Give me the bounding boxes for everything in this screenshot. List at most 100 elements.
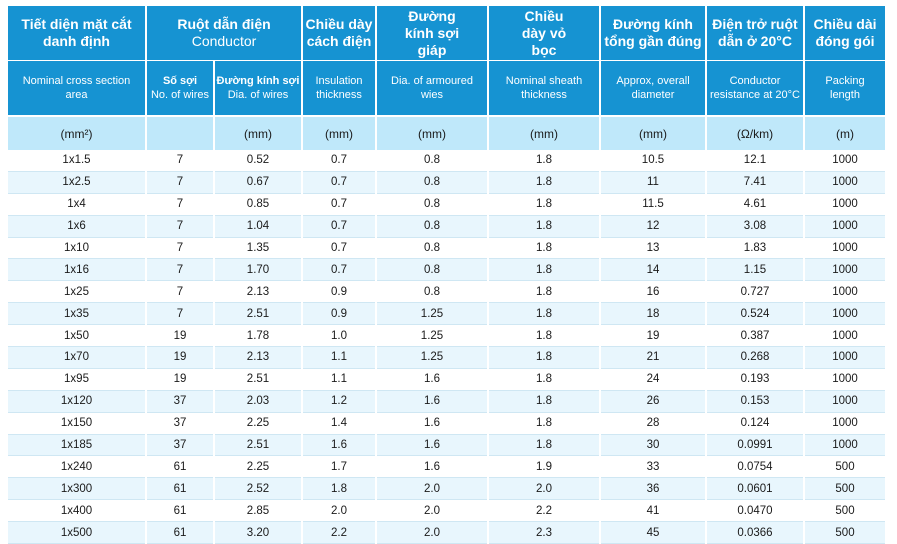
table-cell: 12.1 xyxy=(707,150,803,172)
table-cell: 0.0754 xyxy=(707,456,803,479)
table-cell: 1.2 xyxy=(303,390,375,413)
table-cell: 1.8 xyxy=(489,215,599,238)
header-overall-vi: Đường kính tổng gần đúng xyxy=(601,6,705,61)
header-sheath-en: Nominal sheath thickness xyxy=(489,61,599,117)
table-cell: 7.41 xyxy=(707,171,803,194)
table-cell: 1x6 xyxy=(8,215,145,238)
table-cell: 61 xyxy=(147,522,213,544)
table-cell: 36 xyxy=(601,478,705,501)
table-cell: 1.6 xyxy=(377,456,487,479)
table-cell: 3.08 xyxy=(707,215,803,238)
cable-spec-table: Tiết diện mặt cắt danh định Ruột dẫn điệ… xyxy=(6,6,887,544)
table-cell: 1.8 xyxy=(489,303,599,326)
table-cell: 1.0 xyxy=(303,325,375,348)
unit-cell: (m) xyxy=(805,117,885,150)
table-cell: 0.387 xyxy=(707,325,803,348)
table-cell: 16 xyxy=(601,281,705,304)
table-cell: 1.25 xyxy=(377,347,487,369)
table-cell: 0.8 xyxy=(377,171,487,194)
table-cell: 0.8 xyxy=(377,237,487,260)
header-wires: Số sợi No. of wires xyxy=(147,61,213,117)
unit-cell: (mm) xyxy=(489,117,599,150)
table-cell: 0.7 xyxy=(303,259,375,282)
table-cell: 2.25 xyxy=(215,412,301,435)
header-dia-wire-vi: Đường kính sợi xyxy=(216,75,300,87)
table-cell: 1.6 xyxy=(377,412,487,435)
table-cell: 19 xyxy=(147,347,213,369)
header-insulation-en: Insulation thickness xyxy=(303,61,375,117)
table-cell: 11 xyxy=(601,171,705,194)
table-cell: 19 xyxy=(147,325,213,348)
table-cell: 3.20 xyxy=(215,522,301,544)
header-packing-vi: Chiều dài đóng gói xyxy=(805,6,885,61)
table-cell: 1000 xyxy=(805,215,885,238)
table-cell: 1x240 xyxy=(8,456,145,479)
table-cell: 0.268 xyxy=(707,347,803,369)
table-cell: 500 xyxy=(805,456,885,479)
table-cell: 1.78 xyxy=(215,325,301,348)
table-row: 1x2.5 7 0.67 0.7 0.8 1.8 11 7.41 1000 xyxy=(8,171,885,194)
table-cell: 500 xyxy=(805,522,885,544)
header-insulation-vi: Chiều dày cách điện xyxy=(303,6,375,61)
table-cell: 1.70 xyxy=(215,259,301,282)
table-cell: 2.0 xyxy=(489,478,599,501)
table-cell: 28 xyxy=(601,412,705,435)
table-cell: 1.4 xyxy=(303,412,375,435)
table-cell: 0.8 xyxy=(377,150,487,172)
table-cell: 2.2 xyxy=(303,522,375,544)
table-cell: 0.9 xyxy=(303,281,375,304)
unit-cell: (Ω/km) xyxy=(707,117,803,150)
table-cell: 1.6 xyxy=(303,434,375,457)
unit-cell: (mm²) xyxy=(8,117,145,150)
table-cell: 500 xyxy=(805,478,885,501)
table-row: 1x240 61 2.25 1.7 1.6 1.9 33 0.0754 500 xyxy=(8,456,885,479)
table-cell: 2.0 xyxy=(377,478,487,501)
table-cell: 2.13 xyxy=(215,281,301,304)
header-wires-en: No. of wires xyxy=(150,89,210,101)
table-row: 1x6 7 1.04 0.7 0.8 1.8 12 3.08 1000 xyxy=(8,215,885,238)
table-row: 1x16 7 1.70 0.7 0.8 1.8 14 1.15 1000 xyxy=(8,259,885,282)
unit-cell: (mm) xyxy=(215,117,301,150)
table-row: 1x120 37 2.03 1.2 1.6 1.8 26 0.153 1000 xyxy=(8,390,885,413)
table-cell: 1000 xyxy=(805,434,885,457)
table-cell: 7 xyxy=(147,171,213,194)
table-cell: 1.04 xyxy=(215,215,301,238)
table-cell: 1.6 xyxy=(377,390,487,413)
table-cell: 61 xyxy=(147,456,213,479)
table-cell: 0.8 xyxy=(377,281,487,304)
table-cell: 1x16 xyxy=(8,259,145,282)
table-cell: 1.8 xyxy=(489,281,599,304)
header-wires-vi: Số sợi xyxy=(162,75,198,87)
unit-cell: (mm) xyxy=(601,117,705,150)
table-cell: 61 xyxy=(147,478,213,501)
table-cell: 0.0366 xyxy=(707,522,803,544)
table-cell: 1x2.5 xyxy=(8,171,145,194)
table-cell: 19 xyxy=(601,325,705,348)
table-cell: 21 xyxy=(601,347,705,369)
table-cell: 37 xyxy=(147,434,213,457)
table-cell: 1x1.5 xyxy=(8,150,145,172)
table-cell: 0.524 xyxy=(707,303,803,326)
table-cell: 2.3 xyxy=(489,522,599,544)
header-conductor-en: Conductor xyxy=(191,33,257,49)
table-row: 1x10 7 1.35 0.7 0.8 1.8 13 1.83 1000 xyxy=(8,237,885,260)
table-cell: 1.8 xyxy=(489,171,599,194)
table-cell: 26 xyxy=(601,390,705,413)
table-cell: 18 xyxy=(601,303,705,326)
table-cell: 1.25 xyxy=(377,303,487,326)
table-cell: 1.8 xyxy=(489,150,599,172)
table-cell: 37 xyxy=(147,390,213,413)
table-cell: 2.51 xyxy=(215,368,301,391)
table-cell: 2.0 xyxy=(303,500,375,523)
table-cell: 1x50 xyxy=(8,325,145,348)
header-packing-en: Packing length xyxy=(805,61,885,117)
header-resistance-vi: Điện trở ruột dẫn ở 20°C xyxy=(707,6,803,61)
table-cell: 1.1 xyxy=(303,368,375,391)
table-cell: 7 xyxy=(147,193,213,216)
table-row: 1x150 37 2.25 1.4 1.6 1.8 28 0.124 1000 xyxy=(8,412,885,435)
table-cell: 0.8 xyxy=(377,215,487,238)
table-cell: 0.727 xyxy=(707,281,803,304)
table-cell: 1.8 xyxy=(489,390,599,413)
table-cell: 1000 xyxy=(805,150,885,172)
table-cell: 45 xyxy=(601,522,705,544)
